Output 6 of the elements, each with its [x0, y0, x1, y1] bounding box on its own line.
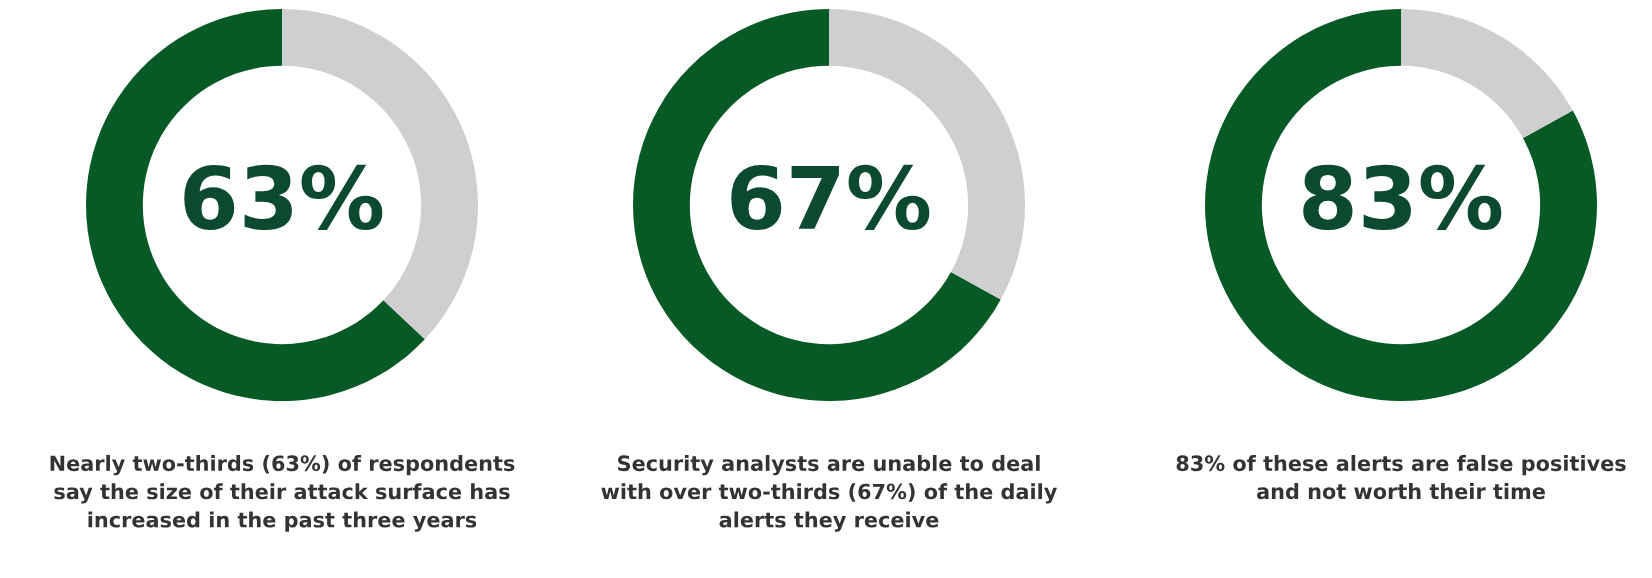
text: Nearly two-thirds (63%) of respondents say the size of their attack surface has increased in the past three years [50, 455, 515, 532]
text: 83% [1303, 164, 1502, 230]
text: 67% [731, 164, 930, 230]
text: 63% [184, 164, 383, 230]
text: 83% of these alerts are false positives and not worth their time [1176, 455, 1626, 500]
text: Security analysts are unable to deal with over two-thirds (67%) of the daily alerts they receive [601, 455, 1057, 532]
